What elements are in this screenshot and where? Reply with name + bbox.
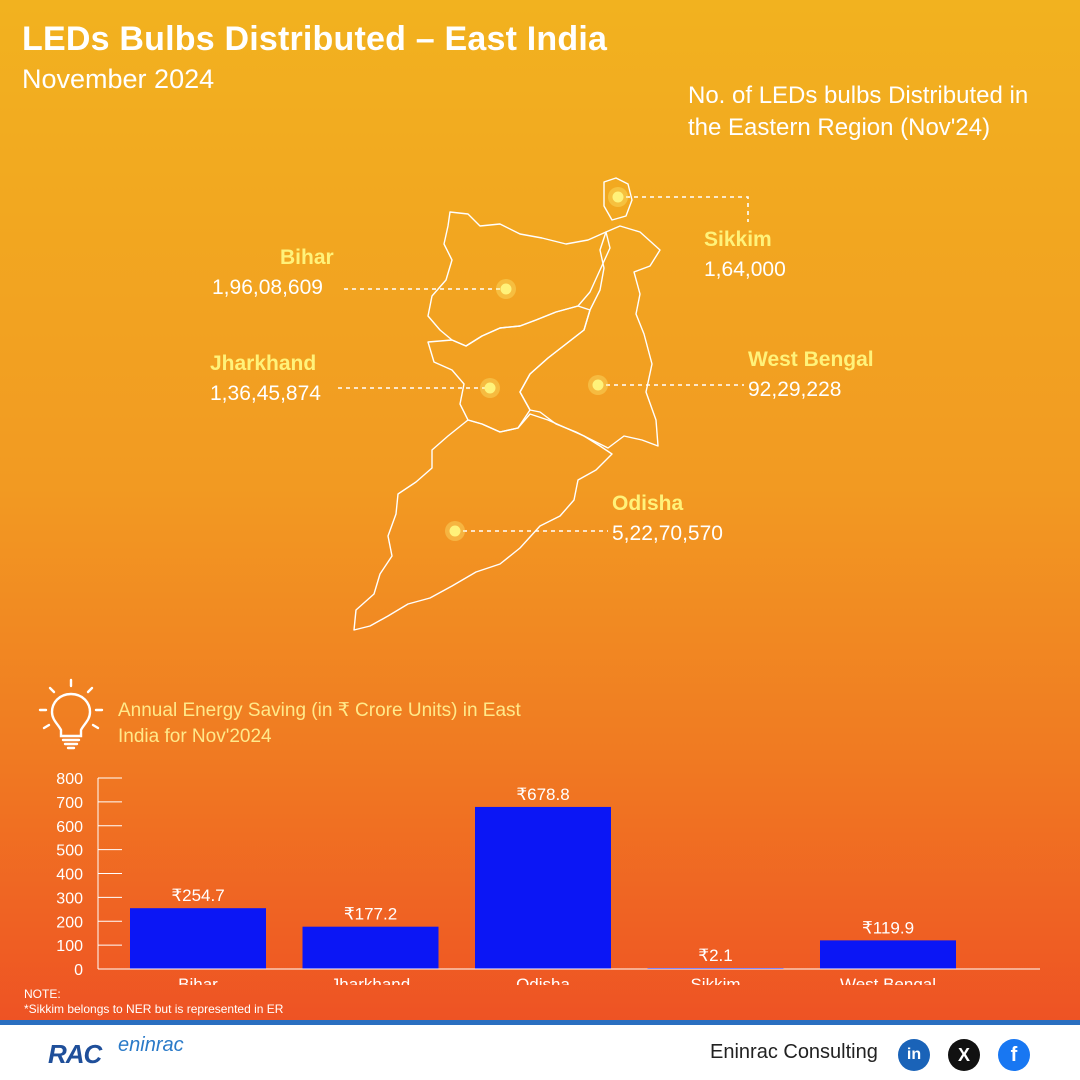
y-tick-label: 600: [56, 819, 83, 836]
bihar-name: Bihar: [280, 246, 334, 269]
company-logo: RAC: [48, 1039, 102, 1069]
x-axis: Bihar Jharkhand Odisha Sikkim West Bengal: [98, 968, 1040, 985]
y-tick-label: 700: [56, 795, 83, 812]
bar-odisha: [475, 806, 611, 969]
bar-west-bengal: [820, 940, 956, 969]
y-tick-label: 100: [56, 938, 83, 955]
note: NOTE: *Sikkim belongs to NER but is repr…: [24, 987, 283, 1017]
page-title: LEDs Bulbs Distributed – East India: [22, 20, 608, 58]
bars: [130, 806, 956, 969]
map-outline: [353, 177, 661, 631]
data-label: ₹2.1: [698, 946, 732, 965]
light-bulb-icon: [38, 678, 104, 750]
x-tick-label: Bihar: [178, 975, 218, 985]
data-label: ₹254.7: [171, 886, 224, 905]
y-tick-label: 400: [56, 867, 83, 884]
odisha-name: Odisha: [612, 492, 684, 515]
x-tick-label: Odisha: [516, 975, 570, 985]
note-label: NOTE:: [24, 987, 61, 1001]
y-tick-label: 800: [56, 771, 83, 788]
jharkhand-name: Jharkhand: [210, 352, 317, 375]
bar-jharkhand: [302, 926, 439, 969]
west-bengal-value: 92,29,228: [748, 378, 842, 401]
odisha-marker: [449, 525, 461, 537]
jharkhand-marker: [484, 382, 496, 394]
jharkhand-value: 1,36,45,874: [210, 382, 321, 405]
page-subtitle: November 2024: [22, 64, 215, 94]
energy-saving-bar-chart: 0 100 200 300 400 500 600 700 800 ₹254.7 ₹177.2 ₹6…: [56, 771, 1040, 985]
west-bengal-name: West Bengal: [748, 348, 874, 371]
x-tick-label: Jharkhand: [331, 975, 410, 985]
bar-bihar: [130, 908, 266, 969]
brand-name: Eninrac Consulting: [710, 1041, 878, 1063]
region-title: No. of LEDs bulbs Distributed in the Eas…: [688, 82, 1029, 141]
east-india-map: [338, 177, 749, 631]
footer: RAC eninrac Eninrac Consulting in X f: [0, 1020, 1080, 1080]
x-tick-label: Sikkim: [690, 975, 740, 985]
state-markers: [445, 187, 628, 541]
west-bengal-marker: [592, 379, 604, 391]
odisha-value: 5,22,70,570: [612, 522, 723, 545]
y-tick-label: 500: [56, 843, 83, 860]
data-label: ₹177.2: [344, 905, 397, 924]
data-label: ₹678.8: [516, 785, 569, 804]
note-text: *Sikkim belongs to NER but is represente…: [24, 1002, 284, 1016]
leader-lines: [338, 196, 749, 532]
company-logo-sub: eninrac: [118, 1034, 184, 1056]
sikkim-value: 1,64,000: [704, 258, 786, 281]
linkedin-icon[interactable]: in: [898, 1039, 930, 1071]
y-tick-label: 0: [74, 962, 83, 979]
sikkim-marker: [612, 191, 624, 203]
data-labels: ₹254.7 ₹177.2 ₹678.8 ₹2.1 ₹119.9: [171, 785, 914, 965]
bihar-value: 1,96,08,609: [212, 276, 323, 299]
chart-title: Annual Energy Saving (in ₹ Crore Units) …: [118, 700, 521, 747]
data-label: ₹119.9: [862, 918, 914, 937]
y-tick-label: 200: [56, 914, 83, 931]
facebook-icon[interactable]: f: [998, 1039, 1030, 1071]
x-tick-label: West Bengal: [840, 975, 936, 985]
sikkim-name: Sikkim: [704, 228, 772, 251]
x-icon[interactable]: X: [948, 1039, 980, 1071]
bihar-marker: [500, 283, 512, 295]
y-tick-label: 300: [56, 890, 83, 907]
y-axis: 0 100 200 300 400 500 600 700 800: [56, 771, 122, 979]
